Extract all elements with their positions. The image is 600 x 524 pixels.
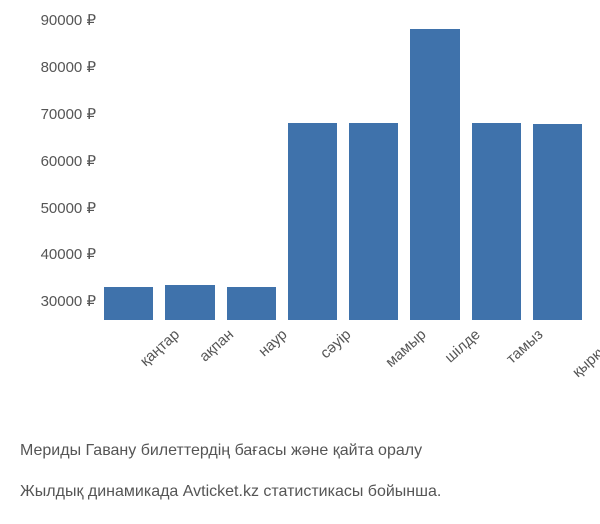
- chart-caption: Мериды Гавану билеттердің бағасы және қа…: [20, 420, 441, 524]
- x-label-slot: тамыз: [472, 326, 521, 416]
- x-label-slot: мамыр: [349, 326, 398, 416]
- y-tick-label: 40000 ₽: [6, 245, 96, 263]
- bar: [472, 123, 521, 320]
- y-tick-label: 30000 ₽: [6, 292, 96, 310]
- x-label-slot: қыркүйек: [533, 326, 582, 416]
- caption-line-2: Жылдық динамикада Avticket.kz статистика…: [20, 482, 441, 503]
- price-chart: қаңтарақпаннаурсәуірмамыршілдетамызқыркү…: [0, 0, 600, 500]
- x-label-slot: шілде: [410, 326, 459, 416]
- x-label-slot: ақпан: [165, 326, 214, 416]
- bar: [288, 123, 337, 320]
- plot-area: [98, 20, 588, 320]
- x-label-slot: қаңтар: [104, 326, 153, 416]
- caption-line-1: Мериды Гавану билеттердің бағасы және қа…: [20, 441, 441, 462]
- y-tick-label: 50000 ₽: [6, 199, 96, 217]
- bars-container: [98, 20, 588, 320]
- bar: [533, 124, 582, 320]
- x-label-slot: сәуір: [288, 326, 337, 416]
- bar: [104, 287, 153, 320]
- bar: [165, 285, 214, 320]
- x-axis-labels: қаңтарақпан наурсәуірмамыршілде тамызқыркү…: [98, 326, 588, 416]
- bar: [410, 29, 459, 320]
- x-label-slot: наур: [227, 326, 276, 416]
- bar: [349, 123, 398, 320]
- y-tick-label: 60000 ₽: [6, 152, 96, 170]
- y-tick-label: 70000 ₽: [6, 105, 96, 123]
- x-tick-label: қыркүйек: [570, 326, 600, 381]
- x-tick-label: наур: [255, 326, 290, 360]
- bar: [227, 287, 276, 320]
- y-tick-label: 90000 ₽: [6, 11, 96, 29]
- y-tick-label: 80000 ₽: [6, 58, 96, 76]
